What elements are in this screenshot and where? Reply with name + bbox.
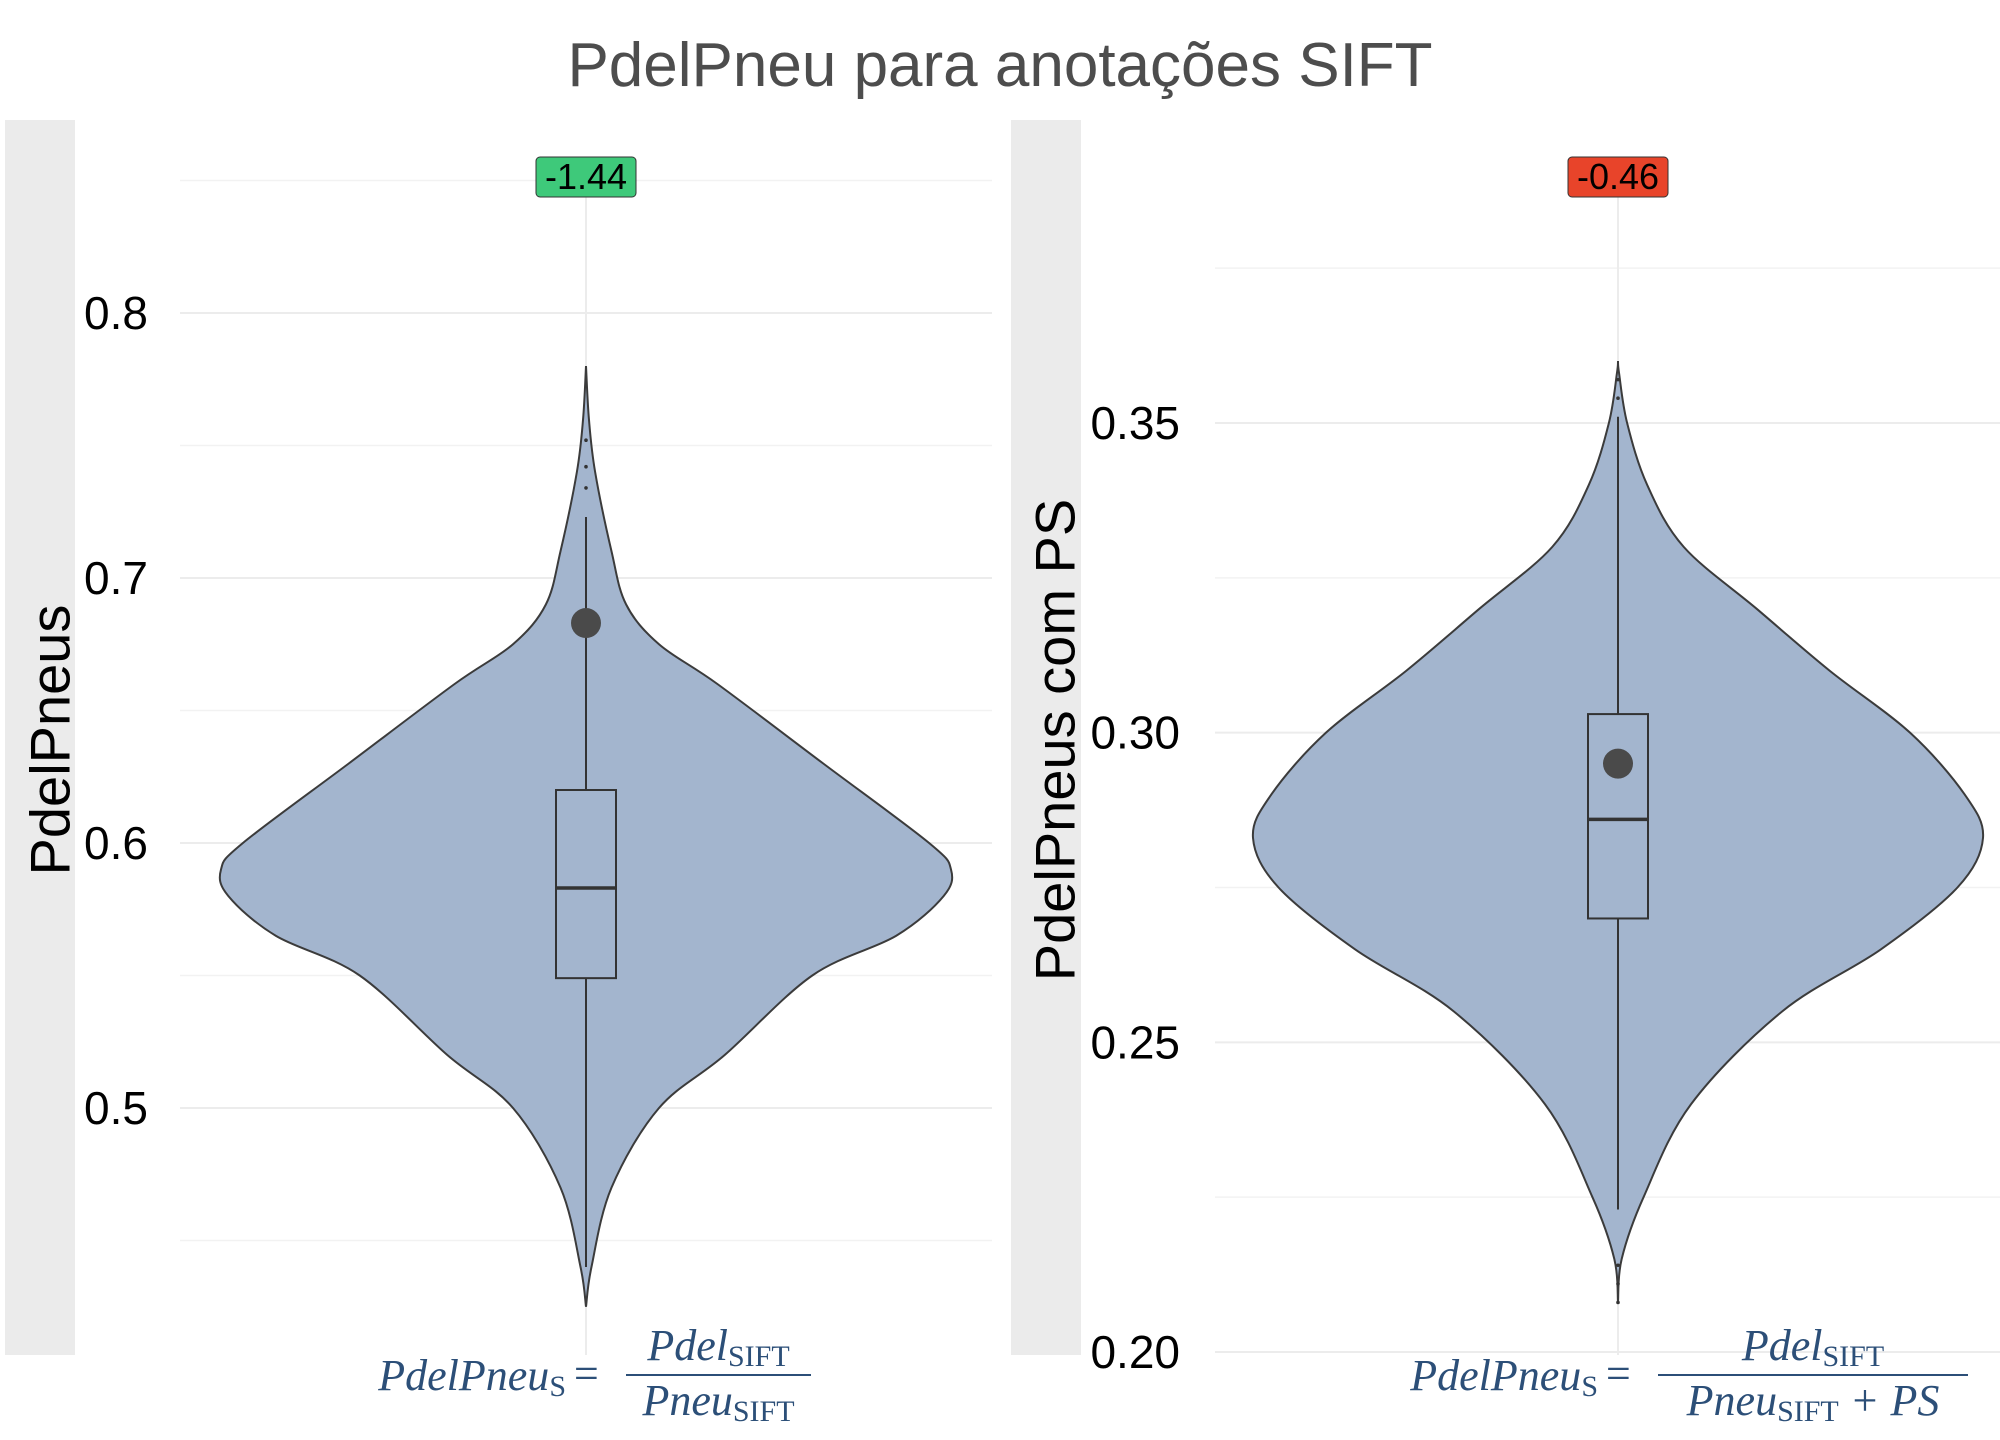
outlier-point bbox=[584, 438, 588, 443]
badge bbox=[535, 156, 637, 198]
box bbox=[555, 789, 617, 980]
chart-title: PdelPneu para anotações SIFT bbox=[567, 31, 1433, 100]
y-tick-label: 0.25 bbox=[1090, 1016, 1180, 1068]
formula-lhs: PdelPneuS bbox=[1409, 1351, 1598, 1403]
outlier-point bbox=[584, 464, 588, 469]
outlier-point bbox=[1616, 1263, 1620, 1268]
formula-numerator: PdelSIFT bbox=[1741, 1321, 1884, 1373]
badge-label: -1.44 bbox=[545, 156, 627, 197]
y-tick-label: 0.35 bbox=[1090, 397, 1180, 449]
formula-lhs: PdelPneuS bbox=[377, 1351, 566, 1403]
y-tick-label: 0.30 bbox=[1090, 707, 1180, 759]
formula-denominator: PneuSIFT bbox=[641, 1376, 794, 1428]
mean-point bbox=[571, 608, 601, 639]
panel-2: 0.20 0.25 0.30 0.35 -0.46 PdelPneus com PS Pde… bbox=[1011, 120, 2000, 1428]
y-tick-label: 0.8 bbox=[84, 287, 148, 339]
y-tick-label: 0.5 bbox=[84, 1082, 148, 1134]
formula-equals: = bbox=[1603, 1349, 1633, 1398]
badge bbox=[1567, 156, 1669, 198]
formula-equals: = bbox=[571, 1349, 601, 1398]
badge-label: -0.46 bbox=[1577, 156, 1659, 197]
box bbox=[1587, 713, 1649, 920]
mean-point bbox=[1603, 748, 1633, 779]
outlier-point bbox=[1616, 1282, 1620, 1286]
axis-strip bbox=[1011, 120, 1081, 1355]
outlier-point bbox=[1616, 377, 1620, 382]
outlier-point bbox=[584, 486, 588, 490]
y-axis-title: PdelPneus com PS bbox=[1024, 499, 1087, 981]
y-tick-label: 0.20 bbox=[1090, 1326, 1180, 1378]
formula-denominator: PneuSIFT + PS bbox=[1686, 1376, 1940, 1428]
y-tick-label: 0.6 bbox=[84, 817, 148, 869]
outlier-point bbox=[1616, 396, 1620, 401]
y-tick-label: 0.7 bbox=[84, 552, 148, 604]
axis-strip bbox=[5, 120, 75, 1355]
formula-numerator: PdelSIFT bbox=[646, 1321, 789, 1373]
y-axis-title: PdelPneus bbox=[19, 605, 82, 876]
outlier-point bbox=[1616, 1300, 1620, 1305]
